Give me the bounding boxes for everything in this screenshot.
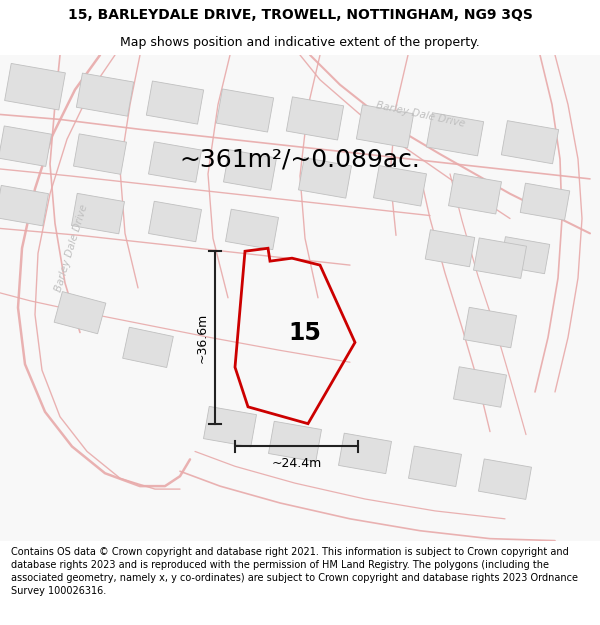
Polygon shape [71,193,125,234]
Polygon shape [502,121,559,164]
Polygon shape [478,459,532,499]
Polygon shape [217,89,274,132]
Text: ~361m²/~0.089ac.: ~361m²/~0.089ac. [179,147,421,171]
Polygon shape [463,308,517,348]
Text: ~24.4m: ~24.4m [271,457,322,470]
Polygon shape [146,81,203,124]
Polygon shape [356,105,413,148]
Polygon shape [5,63,65,110]
Polygon shape [448,174,502,214]
Polygon shape [373,166,427,206]
Polygon shape [122,328,173,367]
Polygon shape [425,230,475,267]
Polygon shape [0,186,49,226]
Text: Barley Dale Drive: Barley Dale Drive [374,100,466,129]
Polygon shape [203,406,257,447]
Polygon shape [409,446,461,486]
Text: ~36.6m: ~36.6m [196,312,209,362]
Polygon shape [520,183,570,220]
Polygon shape [226,209,278,249]
Polygon shape [338,433,392,474]
Polygon shape [298,158,352,198]
Polygon shape [268,421,322,462]
Polygon shape [148,142,202,182]
Polygon shape [73,134,127,174]
Text: Map shows position and indicative extent of the property.: Map shows position and indicative extent… [120,36,480,49]
Polygon shape [500,237,550,274]
Text: 15: 15 [289,321,322,344]
Polygon shape [427,112,484,156]
Polygon shape [0,126,52,166]
Text: 15, BARLEYDALE DRIVE, TROWELL, NOTTINGHAM, NG9 3QS: 15, BARLEYDALE DRIVE, TROWELL, NOTTINGHA… [68,8,532,22]
Polygon shape [286,97,344,140]
Polygon shape [54,292,106,334]
Text: Contains OS data © Crown copyright and database right 2021. This information is : Contains OS data © Crown copyright and d… [11,546,578,596]
Text: Barley Dale Drive: Barley Dale Drive [54,203,90,293]
Polygon shape [76,73,134,116]
Polygon shape [454,367,506,408]
Polygon shape [148,201,202,242]
Polygon shape [473,238,527,278]
Polygon shape [223,150,277,190]
